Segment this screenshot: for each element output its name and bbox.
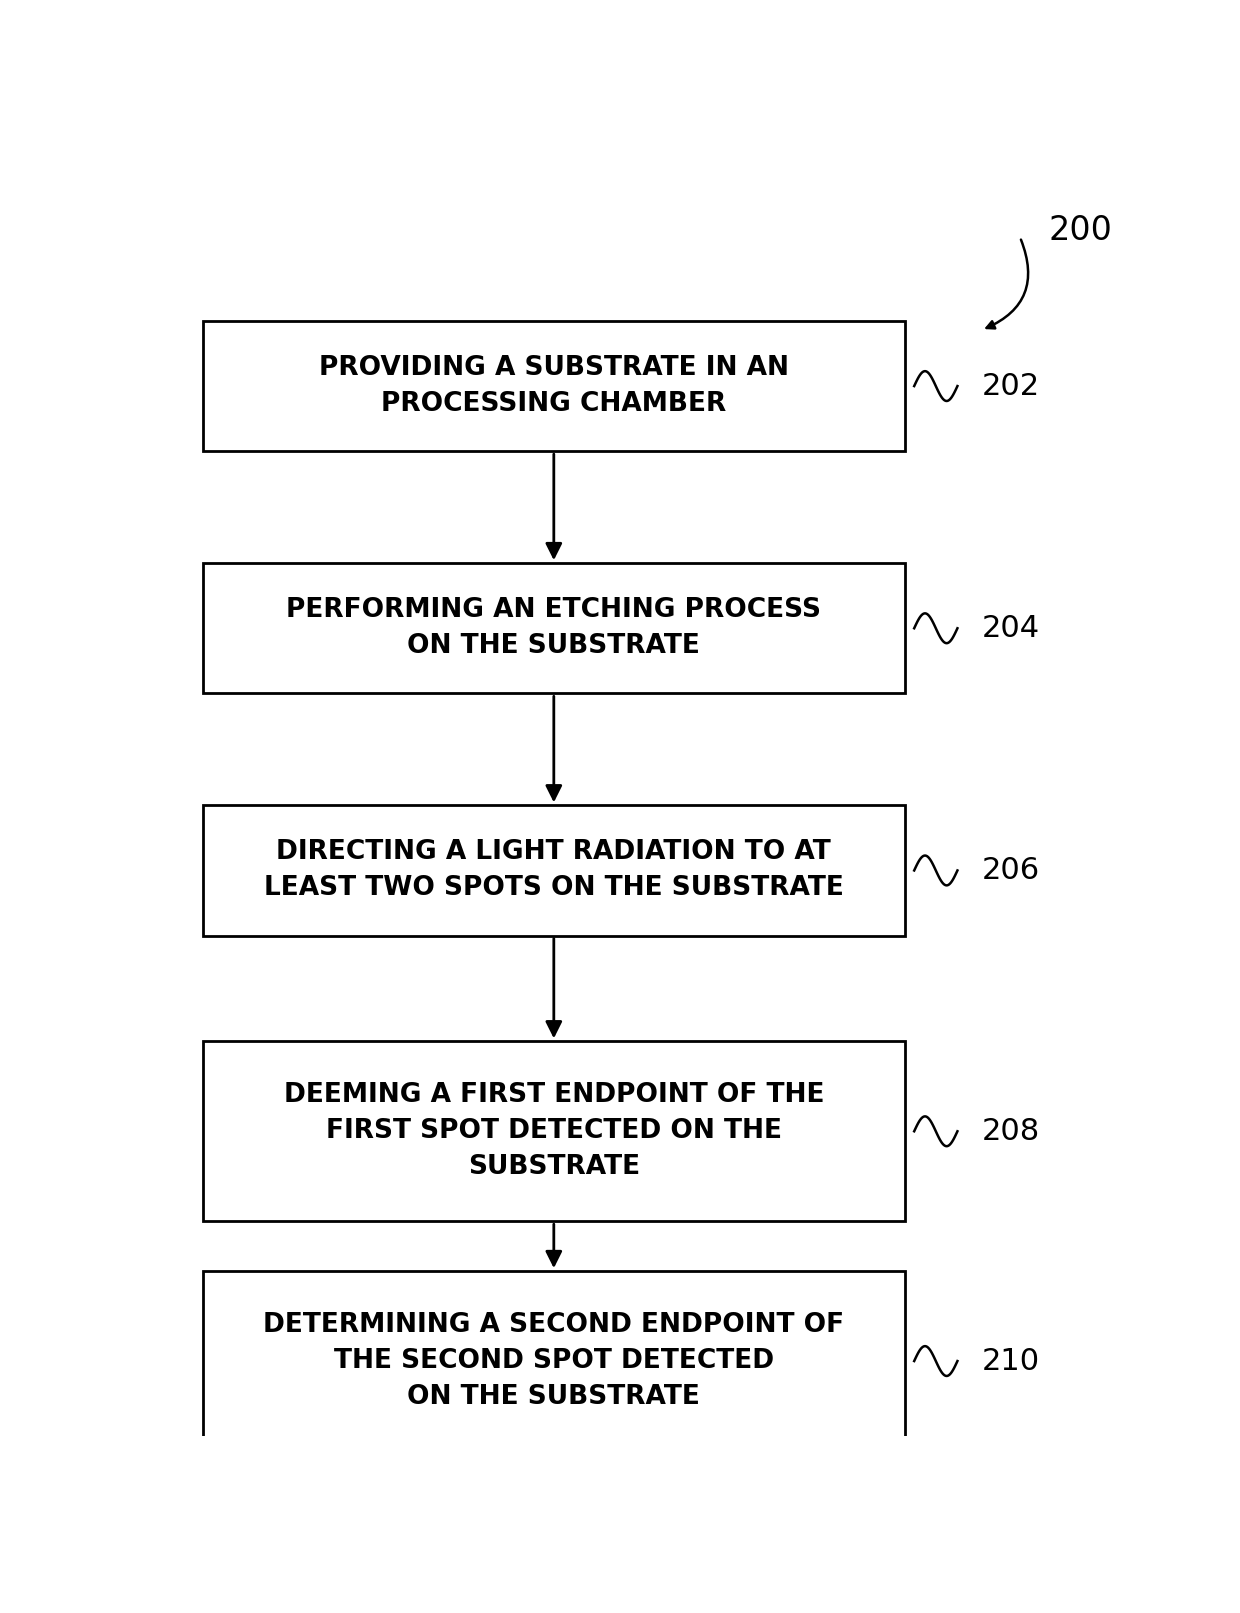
FancyBboxPatch shape xyxy=(203,1271,905,1452)
Text: 204: 204 xyxy=(982,615,1039,642)
FancyBboxPatch shape xyxy=(203,563,905,694)
Text: DEEMING A FIRST ENDPOINT OF THE
FIRST SPOT DETECTED ON THE
SUBSTRATE: DEEMING A FIRST ENDPOINT OF THE FIRST SP… xyxy=(284,1082,825,1181)
Text: 202: 202 xyxy=(982,371,1039,400)
Text: 210: 210 xyxy=(982,1347,1039,1376)
Text: 206: 206 xyxy=(982,857,1039,886)
FancyBboxPatch shape xyxy=(203,1042,905,1221)
FancyBboxPatch shape xyxy=(203,805,905,936)
FancyBboxPatch shape xyxy=(203,321,905,452)
Text: PROVIDING A SUBSTRATE IN AN
PROCESSING CHAMBER: PROVIDING A SUBSTRATE IN AN PROCESSING C… xyxy=(319,355,789,418)
Text: 200: 200 xyxy=(1049,215,1112,247)
Text: PERFORMING AN ETCHING PROCESS
ON THE SUBSTRATE: PERFORMING AN ETCHING PROCESS ON THE SUB… xyxy=(286,597,821,660)
Text: DETERMINING A SECOND ENDPOINT OF
THE SECOND SPOT DETECTED
ON THE SUBSTRATE: DETERMINING A SECOND ENDPOINT OF THE SEC… xyxy=(263,1311,844,1410)
Text: 208: 208 xyxy=(982,1116,1039,1145)
Text: DIRECTING A LIGHT RADIATION TO AT
LEAST TWO SPOTS ON THE SUBSTRATE: DIRECTING A LIGHT RADIATION TO AT LEAST … xyxy=(264,839,843,902)
